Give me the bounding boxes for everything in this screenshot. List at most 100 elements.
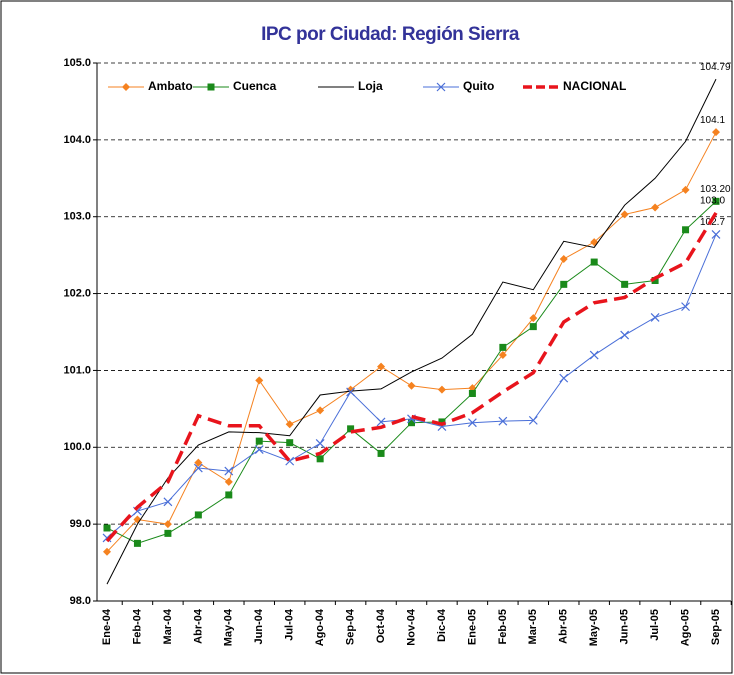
marker bbox=[712, 197, 720, 205]
end-label: 104.1 bbox=[700, 115, 725, 126]
marker bbox=[468, 389, 476, 397]
x-tick-label: Feb-04 bbox=[131, 608, 143, 644]
marker bbox=[347, 425, 355, 433]
x-tick-label: Jun-05 bbox=[619, 609, 631, 644]
marker bbox=[164, 529, 172, 537]
y-tick-label: 105.0 bbox=[63, 57, 91, 69]
legend-label: Quito bbox=[463, 79, 494, 93]
y-tick-label: 101.0 bbox=[63, 364, 91, 376]
marker bbox=[133, 539, 141, 547]
marker bbox=[529, 323, 537, 331]
chart-title: IPC por Ciudad: Región Sierra bbox=[261, 24, 520, 45]
marker bbox=[255, 437, 263, 445]
marker bbox=[103, 524, 111, 532]
marker bbox=[377, 362, 386, 371]
marker bbox=[407, 381, 416, 390]
marker bbox=[711, 229, 721, 239]
marker bbox=[498, 416, 508, 426]
end-label: 103.20 bbox=[700, 184, 731, 195]
marker bbox=[529, 314, 538, 323]
marker bbox=[346, 387, 356, 397]
x-tick-label: Sep-04 bbox=[345, 608, 357, 645]
marker bbox=[316, 455, 324, 463]
marker bbox=[651, 277, 659, 285]
x-tick-label: Jul-04 bbox=[284, 608, 296, 641]
marker bbox=[254, 445, 264, 455]
legend-label: NACIONAL bbox=[563, 79, 626, 93]
marker bbox=[207, 83, 215, 91]
x-tick-label: Ago-05 bbox=[679, 609, 691, 646]
marker bbox=[559, 373, 569, 383]
x-tick-label: Mar-04 bbox=[162, 608, 174, 644]
marker bbox=[682, 226, 690, 234]
x-tick-label: Mar-05 bbox=[527, 609, 539, 644]
marker bbox=[528, 415, 538, 425]
x-tick-label: Feb-05 bbox=[497, 609, 509, 644]
marker bbox=[681, 302, 690, 312]
marker bbox=[408, 419, 415, 427]
y-tick-label: 98.0 bbox=[70, 595, 91, 607]
marker bbox=[712, 128, 720, 137]
marker bbox=[590, 258, 598, 266]
marker bbox=[224, 477, 233, 486]
end-label: 103.0 bbox=[700, 196, 725, 207]
marker bbox=[560, 280, 568, 288]
marker bbox=[438, 418, 446, 426]
x-tick-label: Jun-04 bbox=[253, 608, 265, 644]
marker bbox=[681, 185, 690, 194]
y-tick-label: 103.0 bbox=[63, 211, 91, 223]
y-tick-label: 100.0 bbox=[63, 441, 91, 453]
legend-label: Cuenca bbox=[233, 79, 277, 93]
marker bbox=[559, 254, 568, 263]
marker bbox=[286, 439, 294, 447]
x-tick-label: Ago-04 bbox=[314, 608, 326, 646]
x-tick-label: Jul-05 bbox=[649, 609, 661, 641]
series-line bbox=[106, 78, 717, 585]
marker bbox=[194, 511, 202, 519]
legend-label: Ambato bbox=[148, 79, 193, 93]
x-tick-label: Ene-04 bbox=[101, 608, 113, 645]
marker bbox=[651, 203, 660, 212]
marker bbox=[620, 210, 629, 219]
marker bbox=[620, 330, 630, 340]
marker bbox=[316, 406, 325, 415]
marker bbox=[225, 491, 233, 499]
y-tick-label: 99.0 bbox=[70, 518, 91, 530]
marker bbox=[650, 312, 660, 322]
x-tick-label: May-04 bbox=[223, 608, 235, 646]
marker bbox=[193, 463, 203, 473]
marker bbox=[103, 547, 111, 556]
x-tick-label: Nov-04 bbox=[405, 608, 417, 646]
marker bbox=[194, 458, 203, 467]
marker bbox=[285, 420, 294, 429]
marker bbox=[163, 497, 173, 507]
marker bbox=[122, 83, 130, 91]
marker bbox=[437, 385, 446, 394]
marker bbox=[499, 343, 507, 351]
legend-item: NACIONAL bbox=[523, 79, 626, 93]
marker bbox=[498, 351, 507, 360]
marker bbox=[255, 376, 264, 385]
legend-item: Loja bbox=[318, 79, 383, 93]
x-tick-label: Abr-04 bbox=[192, 608, 204, 644]
x-tick-label: Abr-05 bbox=[558, 609, 570, 644]
marker bbox=[315, 439, 325, 448]
y-tick-label: 102.0 bbox=[63, 287, 91, 299]
x-tick-label: Sep-05 bbox=[710, 609, 722, 645]
x-tick-label: Dic-04 bbox=[436, 608, 448, 642]
x-tick-label: Oct-04 bbox=[375, 608, 387, 643]
legend-label: Loja bbox=[358, 79, 383, 93]
marker bbox=[467, 418, 477, 428]
series-line bbox=[105, 211, 718, 543]
marker bbox=[377, 449, 385, 457]
x-tick-label: Ene-05 bbox=[466, 609, 478, 645]
marker bbox=[436, 82, 446, 92]
x-tick-label: May-05 bbox=[588, 609, 600, 646]
end-label: 102.7 bbox=[700, 217, 725, 228]
marker bbox=[621, 280, 629, 288]
marker bbox=[224, 466, 234, 476]
marker bbox=[163, 520, 172, 529]
marker bbox=[589, 350, 599, 360]
